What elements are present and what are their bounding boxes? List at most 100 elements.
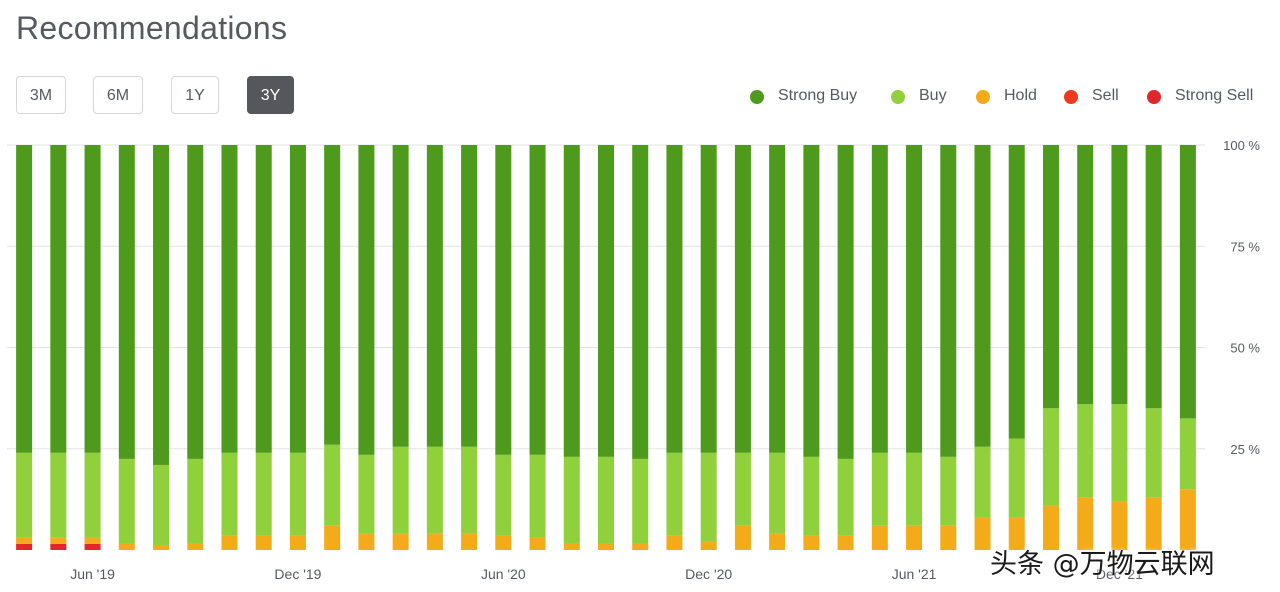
bar-segment-hold[interactable]	[392, 533, 409, 550]
bar-segment-hold[interactable]	[974, 517, 991, 550]
bar-segment-strong-sell[interactable]	[84, 543, 101, 550]
bar-segment-buy[interactable]	[563, 456, 580, 544]
bar-segment-hold[interactable]	[187, 543, 204, 550]
bar-segment-strong-buy[interactable]	[50, 145, 67, 453]
bar-segment-strong-buy[interactable]	[1077, 145, 1094, 405]
bar-segment-buy[interactable]	[1008, 438, 1025, 518]
bar-segment-hold[interactable]	[837, 535, 854, 550]
bar-segment-buy[interactable]	[871, 452, 888, 526]
bar-segment-buy[interactable]	[255, 452, 272, 536]
bar-segment-strong-buy[interactable]	[598, 145, 614, 457]
bar-segment-strong-buy[interactable]	[461, 145, 478, 447]
bar-segment-buy[interactable]	[495, 454, 512, 536]
bar-segment-hold[interactable]	[803, 535, 820, 550]
bar-segment-strong-buy[interactable]	[563, 145, 580, 457]
bar-segment-buy[interactable]	[974, 446, 991, 518]
bar-segment-strong-buy[interactable]	[221, 145, 238, 453]
bar-segment-hold[interactable]	[495, 535, 512, 550]
bar-segment-strong-buy[interactable]	[974, 145, 991, 447]
bar-segment-hold[interactable]	[700, 541, 717, 550]
range-button-1y[interactable]: 1Y	[171, 76, 219, 114]
bar-segment-strong-buy[interactable]	[666, 145, 683, 453]
bar-segment-hold[interactable]	[16, 537, 33, 544]
bar-segment-hold[interactable]	[563, 543, 580, 550]
bar-segment-strong-sell[interactable]	[50, 543, 67, 550]
bar-segment-buy[interactable]	[289, 452, 306, 536]
bar-segment-strong-buy[interactable]	[392, 145, 409, 447]
bar-segment-hold[interactable]	[632, 543, 649, 550]
bar-segment-strong-buy[interactable]	[1042, 145, 1059, 409]
bar-segment-hold[interactable]	[461, 533, 478, 550]
bar-segment-hold[interactable]	[118, 543, 135, 550]
bar-segment-strong-buy[interactable]	[940, 145, 957, 457]
bar-segment-buy[interactable]	[940, 456, 957, 526]
bar-segment-buy[interactable]	[358, 454, 375, 534]
bar-segment-strong-buy[interactable]	[16, 145, 33, 453]
bar-segment-hold[interactable]	[529, 537, 546, 550]
bar-segment-buy[interactable]	[118, 458, 135, 544]
bar-segment-hold[interactable]	[871, 525, 888, 550]
bar-segment-strong-buy[interactable]	[187, 145, 204, 459]
bar-segment-hold[interactable]	[1042, 505, 1059, 550]
bar-segment-strong-buy[interactable]	[1111, 145, 1128, 405]
bar-segment-hold[interactable]	[153, 545, 170, 550]
bar-segment-hold[interactable]	[1145, 497, 1162, 550]
bar-segment-strong-buy[interactable]	[426, 145, 443, 447]
bar-segment-strong-buy[interactable]	[289, 145, 306, 453]
bar-segment-buy[interactable]	[700, 452, 717, 542]
bar-segment-hold[interactable]	[906, 525, 923, 550]
bar-segment-strong-buy[interactable]	[700, 145, 717, 453]
range-button-3m[interactable]: 3M	[16, 76, 66, 114]
bar-segment-strong-buy[interactable]	[324, 145, 341, 445]
bar-segment-hold[interactable]	[289, 535, 306, 550]
bar-segment-hold[interactable]	[324, 525, 341, 550]
bar-segment-hold[interactable]	[221, 535, 238, 550]
bar-segment-strong-buy[interactable]	[1145, 145, 1162, 409]
bar-segment-strong-buy[interactable]	[632, 145, 649, 459]
bar-segment-buy[interactable]	[666, 452, 683, 536]
bar-segment-buy[interactable]	[803, 456, 820, 536]
bar-segment-buy[interactable]	[1179, 418, 1196, 490]
bar-segment-strong-buy[interactable]	[871, 145, 888, 453]
bar-segment-strong-buy[interactable]	[769, 145, 786, 453]
bar-segment-hold[interactable]	[1179, 489, 1196, 550]
bar-segment-hold[interactable]	[50, 537, 67, 544]
bar-segment-strong-buy[interactable]	[529, 145, 546, 455]
bar-segment-hold[interactable]	[358, 533, 375, 550]
bar-segment-strong-buy[interactable]	[358, 145, 375, 455]
bar-segment-hold[interactable]	[598, 543, 614, 550]
bar-segment-hold[interactable]	[666, 535, 683, 550]
bar-segment-strong-buy[interactable]	[118, 145, 135, 459]
bar-segment-buy[interactable]	[153, 464, 170, 546]
bar-segment-buy[interactable]	[769, 452, 786, 534]
bar-segment-hold[interactable]	[734, 525, 751, 550]
bar-segment-buy[interactable]	[426, 446, 443, 534]
bar-segment-strong-buy[interactable]	[153, 145, 170, 465]
bar-segment-hold[interactable]	[84, 537, 101, 544]
bar-segment-buy[interactable]	[837, 458, 854, 536]
bar-segment-strong-sell[interactable]	[16, 543, 33, 550]
bar-segment-buy[interactable]	[324, 444, 341, 526]
bar-segment-strong-buy[interactable]	[495, 145, 512, 455]
bar-segment-buy[interactable]	[84, 452, 101, 538]
bar-segment-buy[interactable]	[1042, 408, 1059, 506]
bar-segment-buy[interactable]	[221, 452, 238, 536]
bar-segment-strong-buy[interactable]	[255, 145, 272, 453]
bar-segment-buy[interactable]	[392, 446, 409, 534]
bar-segment-hold[interactable]	[1111, 501, 1128, 550]
bar-segment-strong-buy[interactable]	[1179, 145, 1196, 419]
bar-segment-buy[interactable]	[461, 446, 478, 534]
range-button-6m[interactable]: 6M	[93, 76, 143, 114]
bar-segment-hold[interactable]	[255, 535, 272, 550]
bar-segment-strong-buy[interactable]	[1008, 145, 1025, 439]
bar-segment-strong-buy[interactable]	[906, 145, 923, 453]
range-button-3y[interactable]: 3Y	[247, 76, 294, 114]
bar-segment-buy[interactable]	[598, 456, 614, 544]
bar-segment-buy[interactable]	[1077, 404, 1094, 498]
bar-segment-strong-buy[interactable]	[803, 145, 820, 457]
bar-segment-buy[interactable]	[16, 452, 33, 538]
bar-segment-hold[interactable]	[769, 533, 786, 550]
bar-segment-hold[interactable]	[940, 525, 957, 550]
bar-segment-buy[interactable]	[187, 458, 204, 544]
bar-segment-hold[interactable]	[1008, 517, 1025, 550]
